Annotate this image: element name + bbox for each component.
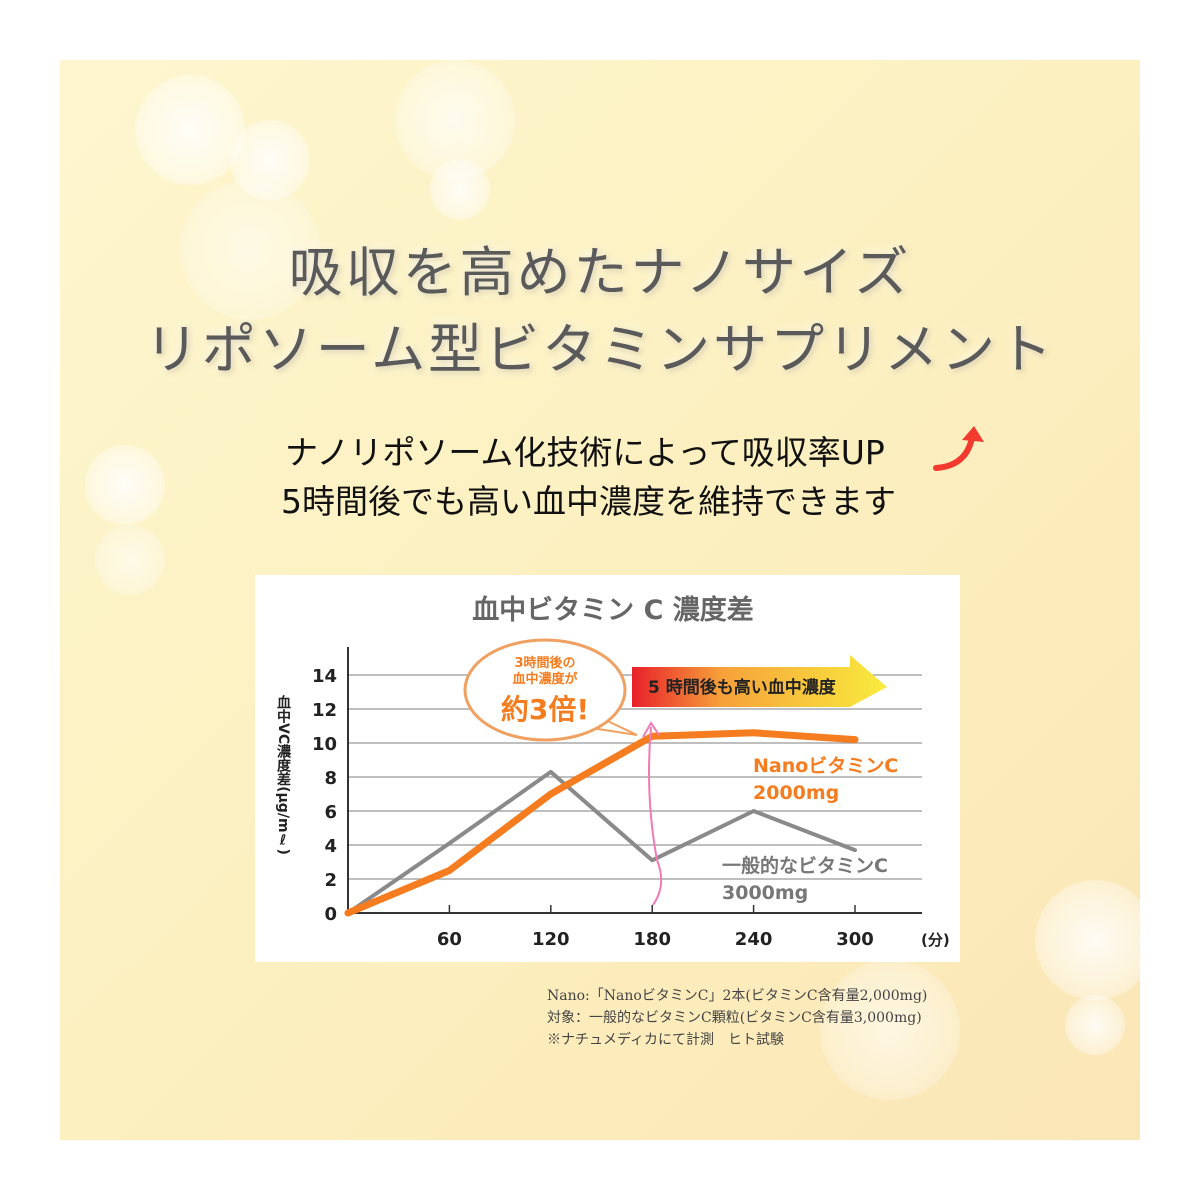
pink-arrow: [648, 726, 663, 906]
y-tick-label: 6: [324, 802, 337, 823]
headline-line2: リポソーム型ビタミンサプリメント: [144, 318, 1056, 381]
y-axis-label: 血中VC濃度差(μg/mℓ): [275, 694, 291, 855]
subcopy-line1: ナノリポソーム化技術によって吸収率UP: [285, 433, 885, 472]
legend-generic-dose: 3000mg: [722, 882, 808, 904]
svg-text:血中濃度が: 血中濃度が: [512, 671, 577, 687]
svg-text:3時間後の: 3時間後の: [514, 655, 575, 671]
y-tick-label: 0: [324, 904, 337, 925]
legend-nano-dose: 2000mg: [753, 782, 839, 804]
series-lines: [344, 729, 859, 917]
headline-line1: 吸収を高めたナノサイズ: [288, 241, 912, 304]
red-up-arrow-icon: [933, 426, 984, 471]
x-unit-label: (分): [921, 931, 950, 949]
y-tick-label: 4: [324, 836, 337, 857]
y-tick-label: 2: [324, 870, 337, 891]
x-tick-label: 60: [437, 929, 462, 950]
x-tick-label: 240: [735, 929, 773, 950]
legend-nano: NanoビタミンC: [753, 755, 898, 777]
legend-generic: 一般的なビタミンC: [722, 854, 888, 877]
series-line-generic: [346, 769, 857, 915]
y-tick-label: 10: [312, 734, 337, 755]
callout-bubble: 3時間後の 血中濃度が 約3倍!: [463, 638, 638, 742]
x-tick-label: 300: [836, 929, 874, 950]
svg-text:5 時間後も高い血中濃度: 5 時間後も高い血中濃度: [648, 677, 837, 698]
subcopy-line2: 5時間後でも高い血中濃度を維持できます: [281, 482, 896, 521]
footnote-2: 対象：一般的なビタミンC顆粒(ビタミンC含有量3,000mg): [547, 1010, 922, 1026]
svg-text:約3倍!: 約3倍!: [501, 693, 589, 726]
y-tick-labels: 0 2 4 6 8 10 12 14: [312, 666, 337, 925]
y-tick-label: 14: [312, 666, 337, 687]
footnote-3: ※ナチュメディカにて計測 ヒト試験: [547, 1032, 785, 1048]
x-tick-labels: 60 120 180 240 300: [437, 929, 874, 950]
footnote-1: Nano:「NanoビタミンC」2本(ビタミンC含有量2,000mg): [547, 988, 928, 1004]
y-tick-label: 12: [312, 700, 337, 721]
x-tick-label: 180: [633, 929, 671, 950]
series-line-nano: [344, 729, 859, 917]
banner-arrow: 5 時間後も高い血中濃度: [632, 655, 887, 707]
chart-title: 血中ビタミン C 濃度差: [472, 594, 754, 626]
y-tick-label: 8: [324, 768, 337, 789]
x-tick-label: 120: [532, 929, 570, 950]
